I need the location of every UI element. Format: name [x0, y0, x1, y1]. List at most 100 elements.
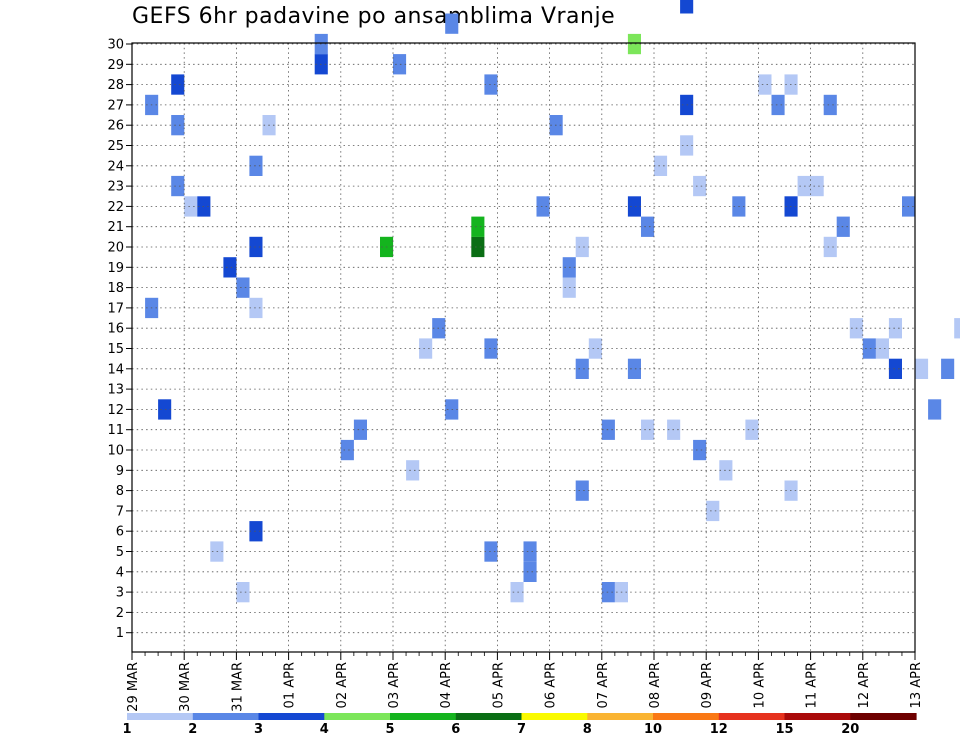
heatmap-cell [406, 460, 420, 481]
y-tick-label: 10 [107, 444, 124, 459]
heatmap-cell [171, 115, 185, 136]
colorbar-swatch [521, 713, 588, 720]
heatmap-cell [523, 541, 537, 562]
heatmap-cell [249, 521, 263, 542]
y-tick-label: 20 [107, 241, 124, 256]
heatmap-cell [445, 13, 459, 34]
heatmap-cell [601, 582, 615, 603]
colorbar: 1 2 3 4 5 6 7 8 10 12 15 20 [122, 713, 917, 737]
colorbar-swatch [784, 713, 851, 720]
heatmap-cell [888, 318, 902, 339]
heatmap-cell [484, 74, 498, 95]
heatmap-cell [758, 74, 772, 95]
heatmap-cell [627, 33, 641, 55]
colorbar-swatch [587, 713, 654, 720]
colorbar-swatch [718, 713, 786, 720]
y-tick-label: 27 [107, 98, 124, 113]
heatmap-cell [353, 419, 367, 440]
colorbar-swatch [850, 713, 917, 720]
y-tick-label: 3 [116, 586, 124, 601]
x-tick-label: 07 APR [596, 662, 611, 708]
heatmap-cell [706, 500, 720, 522]
y-tick-label: 2 [116, 606, 124, 621]
y-tick-label: 15 [107, 342, 124, 357]
heatmap-cell [875, 338, 889, 359]
colorbar-label: 3 [254, 722, 263, 737]
heatmap-cell [158, 399, 172, 420]
x-tick-label: 29 MAR [126, 662, 141, 712]
heatmap-cell [862, 338, 876, 359]
colorbar-swatch [390, 713, 457, 720]
x-tick-label: 11 APR [805, 662, 820, 708]
heatmap-cell [654, 155, 668, 176]
heatmap-cell [941, 358, 955, 379]
heatmap-cell [954, 318, 960, 339]
heatmap-cell [771, 94, 785, 116]
heatmap-cell [510, 582, 524, 603]
x-tick-label: 05 APR [491, 662, 506, 708]
y-tick-label: 13 [107, 383, 124, 398]
colorbar-label: 4 [320, 722, 329, 737]
heatmap-cell [915, 358, 929, 379]
heatmap-cell [184, 196, 198, 217]
heatmap-cell [249, 236, 263, 258]
y-tick-label: 23 [107, 180, 124, 195]
x-tick-label: 31 MAR [230, 662, 245, 712]
heatmap-cell [340, 439, 354, 461]
colorbar-label: 6 [451, 722, 460, 737]
y-tick-label: 1 [116, 626, 124, 641]
y-tick-label: 22 [107, 200, 124, 215]
heatmap-cell [928, 399, 942, 420]
x-tick-label: 01 APR [283, 662, 298, 708]
heatmap-cell [249, 155, 263, 176]
y-tick-label: 25 [107, 139, 124, 154]
colorbar-label: 20 [841, 722, 859, 737]
colorbar-label: 8 [583, 722, 592, 737]
y-tick-label: 9 [116, 464, 124, 479]
heatmap-cell [223, 257, 237, 278]
heatmap-cell [484, 541, 498, 562]
colorbar-label: 1 [122, 722, 131, 737]
heatmap-cell [484, 338, 498, 359]
colorbar-label: 2 [188, 722, 197, 737]
y-tick-label: 14 [107, 362, 124, 377]
x-tick-label: 09 APR [700, 662, 715, 708]
y-tick-label: 6 [116, 525, 124, 540]
y-tick-label: 18 [107, 281, 124, 296]
y-tick-label: 21 [107, 220, 124, 235]
heatmap-cell [823, 94, 837, 116]
colorbar-label: 15 [775, 722, 793, 737]
y-tick-label: 26 [107, 119, 124, 134]
heatmap-cell [236, 582, 250, 603]
heatmap-cell [536, 196, 550, 217]
heatmap-cell [236, 277, 250, 298]
heatmap-cell [575, 236, 589, 258]
y-tick-label: 16 [107, 322, 124, 337]
x-tick-label: 06 APR [544, 662, 559, 708]
colorbar-swatch [258, 713, 325, 720]
y-tick-label: 11 [107, 423, 124, 438]
y-tick-label: 8 [116, 484, 124, 499]
heatmap-cell [471, 216, 485, 237]
y-tick-label: 24 [107, 159, 124, 174]
colorbar-label: 10 [644, 722, 662, 737]
colorbar-label: 7 [517, 722, 526, 737]
cells-layer [145, 0, 960, 603]
heatmap-cell [471, 236, 485, 258]
x-tick-label: 30 MAR [178, 662, 193, 712]
x-tick-label: 13 APR [909, 662, 924, 708]
x-tick-label: 10 APR [752, 662, 767, 708]
y-tick-label: 30 [107, 38, 124, 53]
x-axis: 29 MAR 30 MAR 31 MAR 01 APR 02 APR 03 APR 04 A… [126, 652, 924, 712]
x-tick-label: 02 APR [335, 662, 350, 708]
y-tick-label: 7 [116, 504, 124, 519]
colorbar-swatch [192, 713, 260, 720]
heatmap-cell [588, 338, 602, 359]
chart-title: GEFS 6hr padavine po ansamblima Vranje [132, 4, 616, 29]
y-tick-label: 28 [107, 78, 124, 93]
heatmap-cell [693, 175, 707, 197]
x-tick-label: 12 APR [857, 662, 872, 708]
y-tick-label: 19 [107, 261, 124, 276]
heatmap-cell [601, 419, 615, 440]
